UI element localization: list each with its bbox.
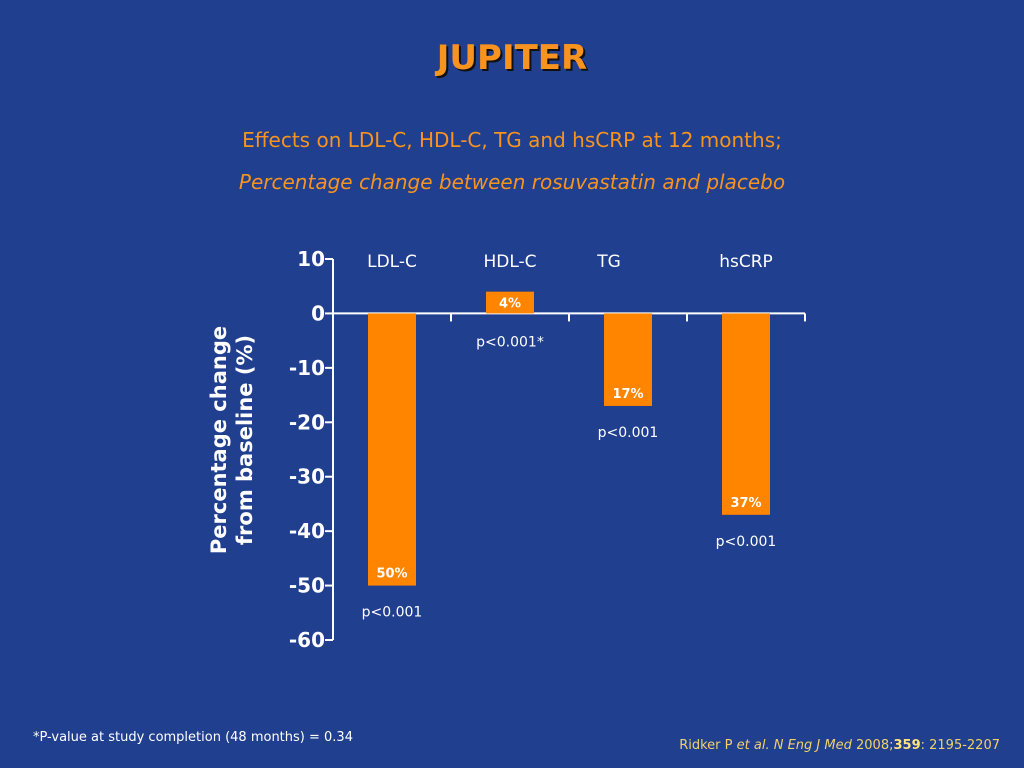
bar	[486, 291, 534, 314]
citation: Ridker P et al. N Eng J Med 2008;359: 21…	[679, 738, 1000, 753]
p-value-label: p<0.001	[598, 425, 659, 441]
data-label: 17%	[612, 387, 643, 402]
footnote: *P-value at study completion (48 months)…	[33, 730, 353, 745]
bar	[368, 313, 416, 586]
category-label: hsCRP	[719, 252, 773, 272]
bar	[722, 313, 770, 515]
y-tick-label: -20	[289, 410, 325, 434]
data-label: 4%	[499, 297, 521, 312]
slide-subtitle-italic: Percentage change between rosuvastatin a…	[238, 170, 786, 194]
slide-title: JUPITER	[436, 38, 588, 78]
citation-etal: et al.	[736, 738, 770, 753]
y-tick-label: 10	[297, 247, 325, 271]
y-tick-label: -30	[289, 465, 325, 489]
bar	[604, 313, 652, 406]
data-label: 37%	[730, 496, 761, 511]
category-label: LDL-C	[367, 252, 417, 272]
p-value-label: p<0.001	[716, 534, 777, 550]
citation-year: 2008;	[856, 738, 894, 753]
p-value-label: p<0.001*	[476, 334, 544, 350]
citation-volume: 359	[893, 738, 921, 753]
citation-pages: : 2195-2207	[920, 738, 1000, 753]
p-value-label: p<0.001	[362, 605, 423, 621]
category-label: HDL-C	[483, 252, 536, 272]
citation-authors: Ridker P	[679, 738, 737, 753]
category-label: TG	[596, 252, 621, 272]
slide-subtitle: Effects on LDL-C, HDL-C, TG and hsCRP at…	[242, 128, 782, 152]
y-tick-label: -60	[289, 628, 325, 652]
y-tick-label: -10	[289, 356, 325, 380]
y-tick-label: -40	[289, 519, 325, 543]
data-label: 50%	[376, 567, 407, 582]
y-tick-label: 0	[311, 301, 325, 325]
y-tick-label: -50	[289, 574, 325, 598]
citation-journal: N Eng J Med	[773, 738, 852, 753]
